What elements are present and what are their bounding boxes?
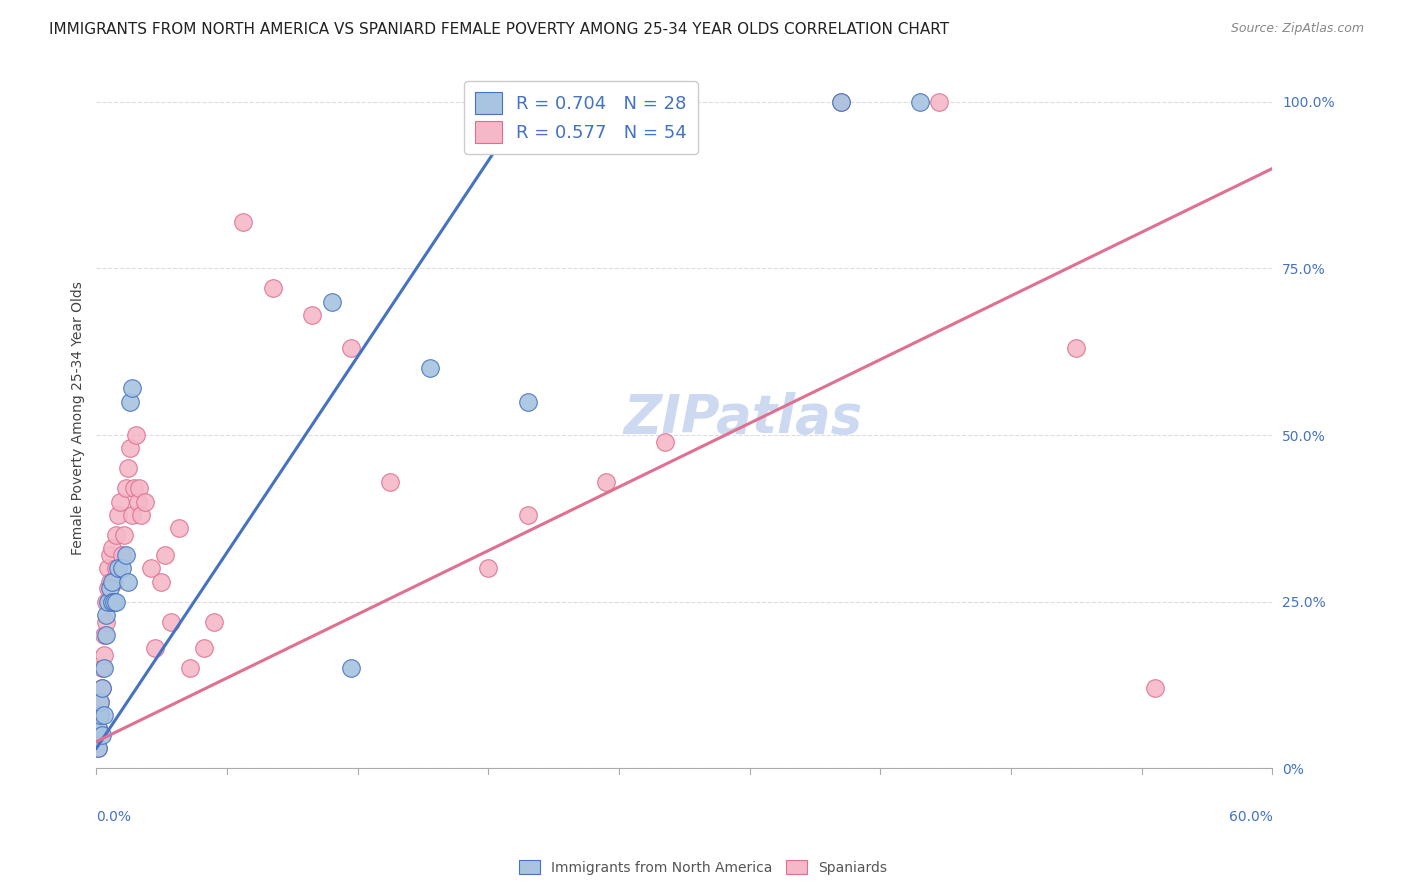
Text: IMMIGRANTS FROM NORTH AMERICA VS SPANIARD FEMALE POVERTY AMONG 25-34 YEAR OLDS C: IMMIGRANTS FROM NORTH AMERICA VS SPANIAR… (49, 22, 949, 37)
Legend: R = 0.704   N = 28, R = 0.577   N = 54: R = 0.704 N = 28, R = 0.577 N = 54 (464, 81, 697, 154)
Point (128, 481, 150, 495)
Point (122, 481, 145, 495)
Point (101, 595, 124, 609)
Point (124, 428, 146, 442)
Point (89, 695, 111, 709)
Text: Source: ZipAtlas.com: Source: ZipAtlas.com (1230, 22, 1364, 36)
Point (908, 95, 931, 109)
Point (118, 442, 141, 456)
Point (97, 561, 120, 575)
Point (98, 548, 121, 562)
Point (121, 508, 143, 522)
Point (107, 508, 129, 522)
Point (107, 561, 129, 575)
Point (91, 681, 114, 696)
Point (654, 434, 676, 449)
Point (118, 394, 141, 409)
Point (321, 294, 343, 309)
Point (111, 561, 134, 575)
Point (340, 342, 363, 356)
Point (830, 95, 852, 109)
Point (121, 381, 143, 395)
Point (928, 95, 950, 109)
Text: 60.0%: 60.0% (1229, 810, 1272, 824)
Point (87, 721, 110, 735)
Point (103, 595, 125, 609)
Point (131, 508, 153, 522)
Point (98, 574, 121, 589)
Point (127, 494, 149, 508)
Point (160, 615, 183, 629)
Point (114, 548, 136, 562)
Point (380, 475, 402, 489)
Point (301, 308, 323, 322)
Point (262, 281, 284, 295)
Point (91, 728, 114, 742)
Point (97, 582, 120, 596)
Point (193, 641, 215, 656)
Point (179, 661, 201, 675)
Point (87, 721, 110, 735)
Legend: Immigrants from North America, Spaniards: Immigrants from North America, Spaniards (513, 855, 893, 880)
Point (477, 561, 499, 575)
Point (89, 708, 111, 723)
Point (94, 595, 117, 609)
Point (103, 574, 125, 589)
Point (101, 541, 124, 556)
Point (516, 394, 538, 409)
Point (232, 215, 254, 229)
Point (87, 741, 110, 756)
Point (93, 708, 115, 723)
Point (93, 648, 115, 662)
Text: 0.0%: 0.0% (97, 810, 131, 824)
Point (93, 628, 115, 642)
Point (340, 661, 363, 675)
Point (101, 574, 124, 589)
Point (94, 607, 117, 622)
Point (108, 494, 131, 508)
Point (202, 615, 225, 629)
Point (167, 521, 190, 535)
Point (117, 574, 139, 589)
Point (830, 95, 852, 109)
Point (134, 494, 156, 508)
Point (1066, 342, 1088, 356)
Text: ZIPatlas: ZIPatlas (624, 392, 863, 444)
Point (104, 528, 127, 542)
Y-axis label: Female Poverty Among 25-34 Year Olds: Female Poverty Among 25-34 Year Olds (72, 282, 86, 556)
Point (93, 661, 115, 675)
Point (150, 574, 173, 589)
Point (89, 708, 111, 723)
Point (111, 548, 134, 562)
Point (104, 561, 127, 575)
Point (89, 695, 111, 709)
Point (141, 561, 163, 575)
Point (91, 681, 114, 696)
Point (98, 582, 121, 596)
Point (114, 481, 136, 495)
Point (117, 461, 139, 475)
Point (97, 595, 120, 609)
Point (143, 641, 166, 656)
Point (87, 741, 110, 756)
Point (94, 628, 117, 642)
Point (595, 475, 617, 489)
Point (91, 661, 114, 675)
Point (112, 528, 135, 542)
Point (104, 595, 127, 609)
Point (516, 508, 538, 522)
Point (153, 548, 176, 562)
Point (419, 361, 441, 376)
Point (94, 615, 117, 629)
Point (1143, 681, 1166, 696)
